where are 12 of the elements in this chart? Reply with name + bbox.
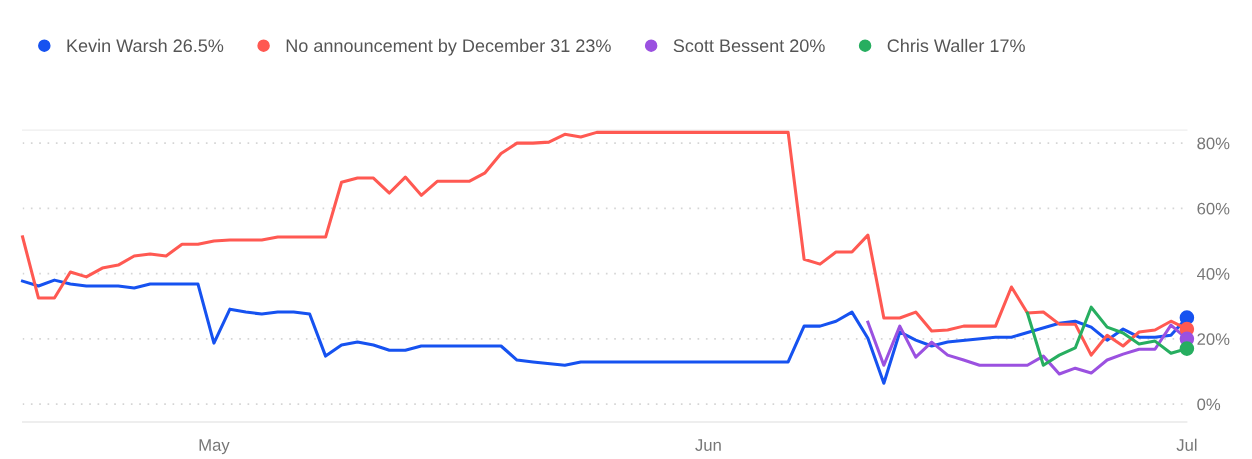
- y-tick-label: 80%: [1197, 137, 1230, 150]
- y-tick-label: 40%: [1197, 268, 1230, 280]
- y-tick-label: 60%: [1197, 202, 1230, 215]
- legend-label: Scott Bessent 20%: [673, 39, 825, 53]
- legend-label: Chris Waller 17%: [887, 38, 1025, 53]
- x-tick-label: Jul: [1176, 438, 1197, 451]
- legend-label: Kevin Warsh 26.5%: [67, 38, 224, 53]
- y-tick-label: 20%: [1197, 333, 1230, 346]
- x-tick-label: Jun: [695, 439, 721, 451]
- x-tick-label: May: [199, 439, 230, 455]
- legend-label: No announcement by December 31 23%: [286, 38, 611, 56]
- y-tick-label: 0%: [1197, 398, 1221, 411]
